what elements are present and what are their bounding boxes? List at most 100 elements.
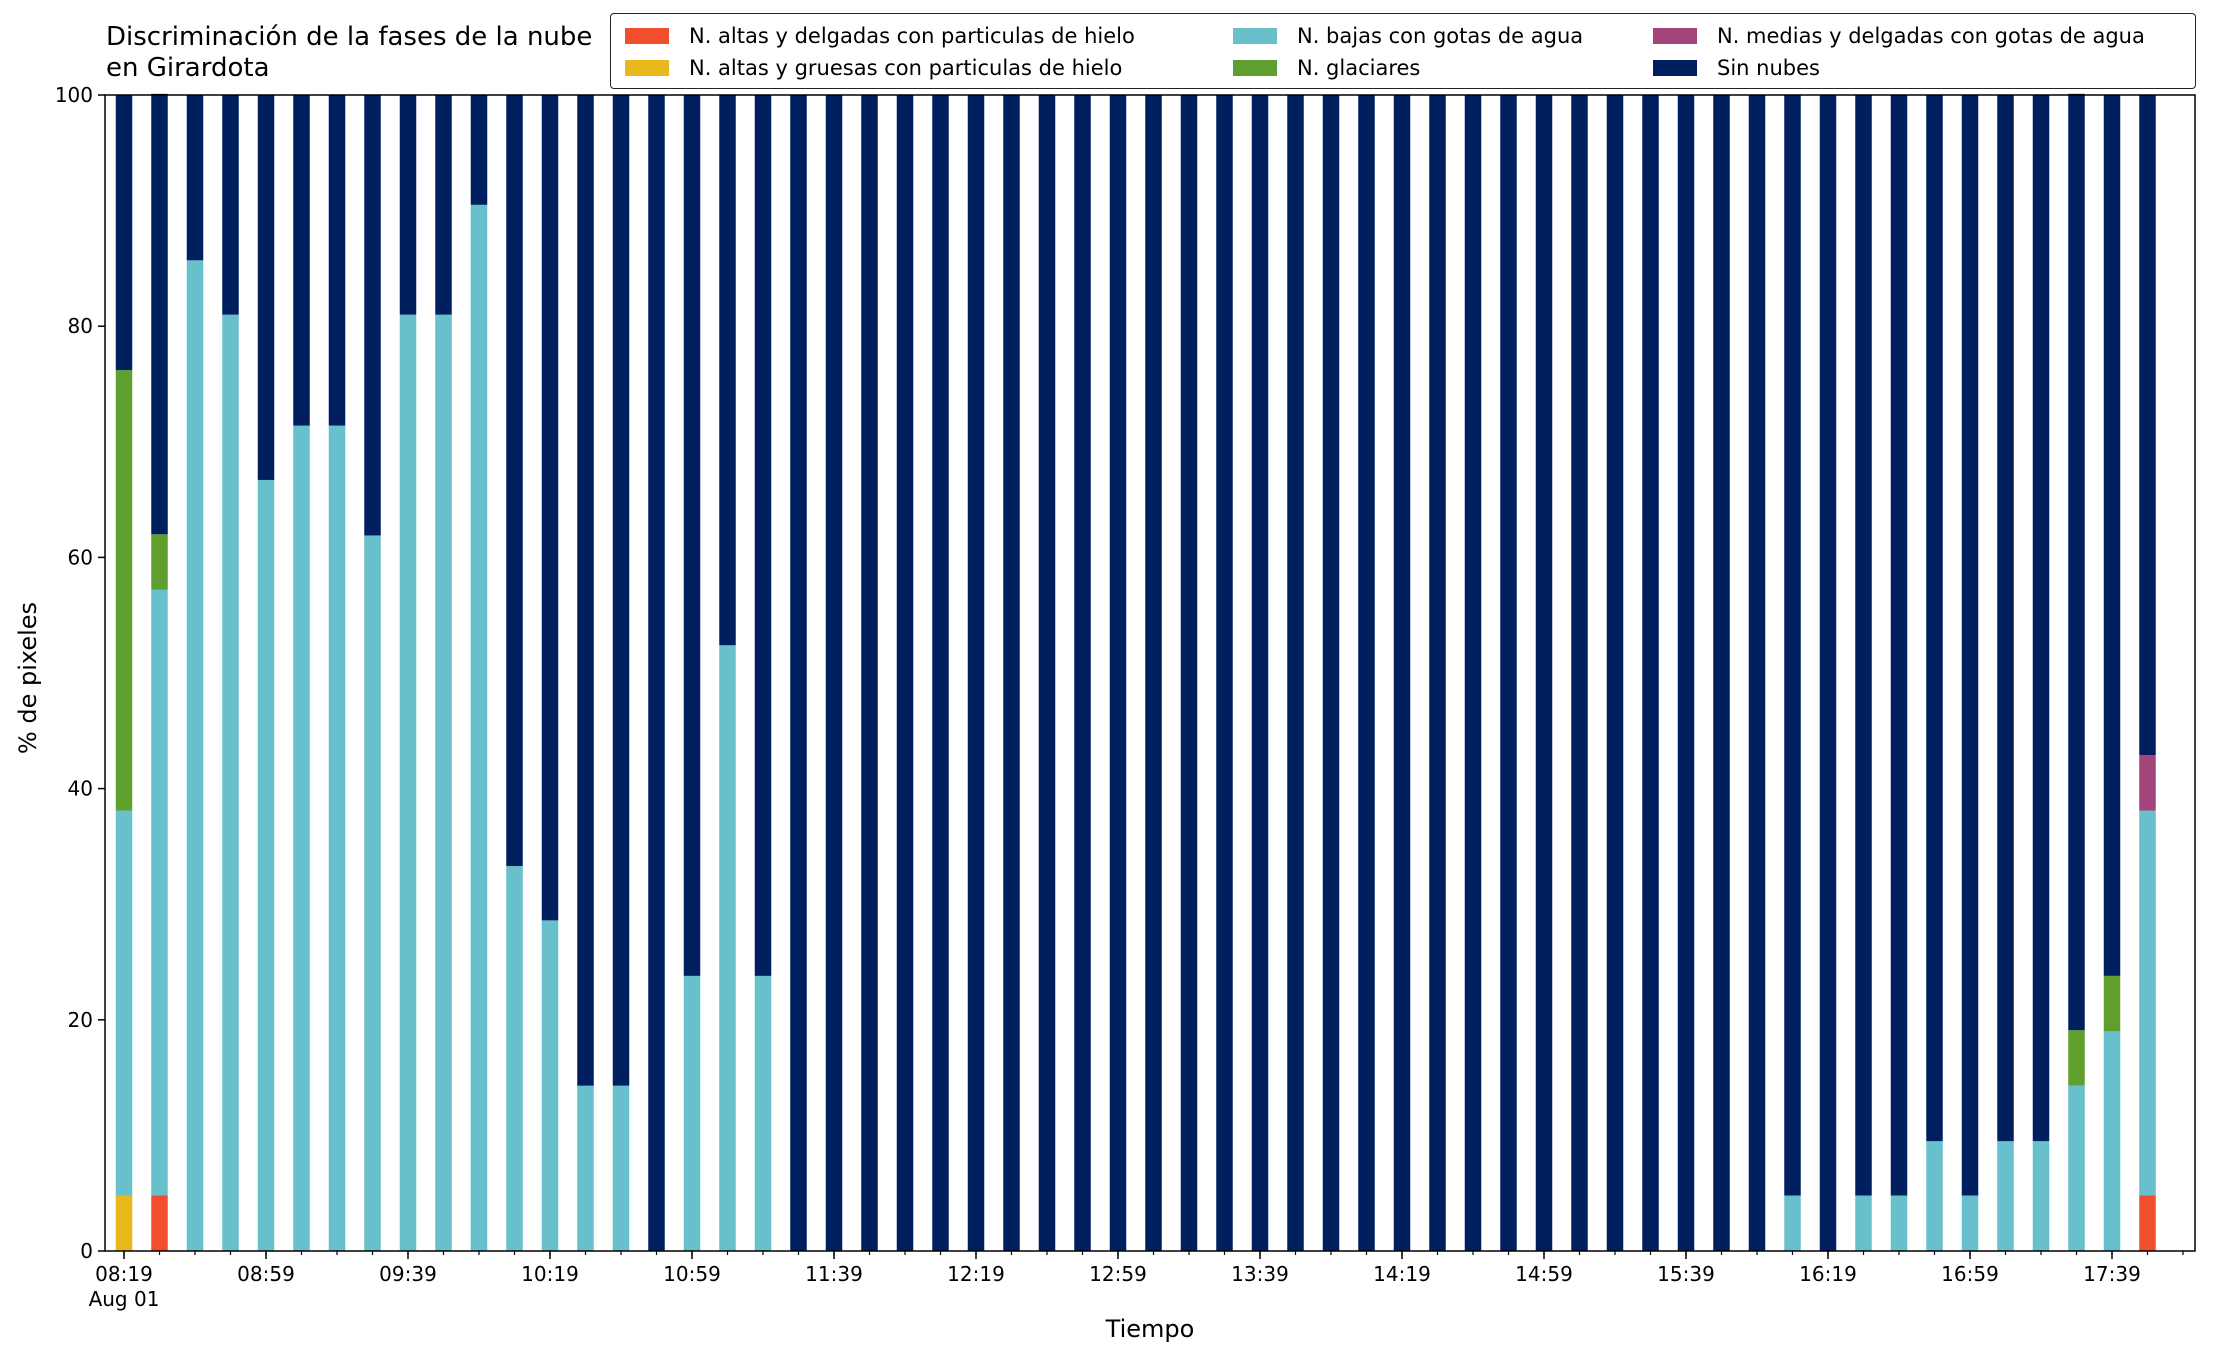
bar-segment	[790, 95, 807, 1251]
x-tick-label: 13:39	[1231, 1262, 1289, 1286]
legend-label: N. medias y delgadas con gotas de agua	[1717, 24, 2145, 48]
bar-segment	[1535, 95, 1553, 1251]
bar-segment	[2139, 810, 2156, 1196]
bar-segment	[1393, 95, 1411, 1251]
bar-segment	[1500, 95, 1517, 1251]
legend-swatch	[1653, 60, 1697, 76]
x-axis-title: Tiempo	[1105, 1315, 1195, 1343]
legend-item: Sin nubes	[1653, 54, 1820, 82]
y-tick-label: 100	[55, 83, 93, 107]
y-tick-label: 80	[68, 314, 93, 338]
legend-swatch	[625, 60, 669, 76]
bar-segment	[506, 866, 523, 1251]
bar-segment	[115, 810, 133, 1196]
bar-segment	[683, 975, 701, 1251]
bar-segment	[2103, 1031, 2121, 1251]
bar-segment	[2139, 1195, 2156, 1251]
legend-swatch	[625, 28, 669, 44]
plot-frame	[104, 94, 2196, 1252]
bar-segment	[1855, 95, 1872, 1196]
x-tick-label: 08:59	[237, 1262, 295, 1286]
bar-segment	[2068, 1030, 2085, 1086]
bar-segment	[506, 95, 523, 867]
bar-segment	[2103, 975, 2121, 1032]
bar-segment	[1180, 95, 1198, 1251]
legend-item: N. medias y delgadas con gotas de agua	[1653, 22, 2145, 50]
bar-segment	[1429, 95, 1446, 1251]
bar-segment	[435, 95, 452, 315]
bar-segment	[115, 95, 133, 371]
bar-segment	[541, 920, 559, 1251]
bar-segment	[364, 95, 381, 536]
y-ticks: 0 20 40 60 80 100	[55, 83, 105, 1263]
chart-legend: N. altas y delgadas con particulas de hi…	[610, 13, 2196, 89]
bar-segment	[1961, 1195, 1979, 1251]
bar-segment	[861, 95, 878, 1251]
bar-segment	[293, 95, 310, 426]
bar-segment	[612, 1085, 630, 1251]
bar-segment	[719, 95, 736, 646]
bar-segment	[1748, 95, 1766, 1251]
legend-swatch	[1233, 28, 1277, 44]
legend-item: N. glaciares	[1233, 54, 1420, 82]
bar-segment	[1322, 95, 1340, 1251]
bar-segment	[967, 95, 985, 1251]
bar-segment	[541, 95, 559, 921]
bars-group	[115, 93, 2156, 1251]
bar-segment	[1003, 95, 1020, 1251]
bar-segment	[399, 95, 417, 315]
bar-segment	[1926, 1141, 1943, 1251]
x-tick-label: 10:19	[521, 1262, 579, 1286]
x-tick-label: 08:19	[95, 1262, 153, 1286]
bar-segment	[1819, 95, 1837, 1251]
bar-segment	[1109, 95, 1127, 1251]
bar-segment	[1358, 95, 1375, 1251]
bar-segment	[257, 95, 275, 480]
bar-segment	[151, 589, 168, 1196]
bar-segment	[1642, 95, 1659, 1251]
y-axis-title: % de pixeles	[14, 601, 42, 755]
bar-segment	[435, 314, 452, 1251]
bar-segment	[151, 534, 168, 590]
bar-segment	[1997, 95, 2014, 1142]
y-tick-label: 0	[80, 1239, 93, 1263]
x-tick-label: 12:59	[1089, 1262, 1147, 1286]
bar-segment	[1926, 95, 1943, 1142]
bar-segment	[1855, 1195, 1872, 1251]
bar-segment	[186, 260, 204, 1251]
bar-segment	[1145, 95, 1162, 1251]
bar-segment	[754, 975, 772, 1251]
legend-label: N. glaciares	[1297, 56, 1421, 80]
chart-title: Discriminación de la fases de la nube en…	[106, 22, 593, 83]
bar-segment	[2068, 1085, 2085, 1251]
x-tick-label: 12:19	[947, 1262, 1005, 1286]
bar-segment	[470, 95, 488, 205]
bar-segment	[470, 204, 488, 1251]
bar-segment	[222, 95, 239, 315]
legend-item: N. altas y delgadas con particulas de hi…	[625, 22, 1135, 50]
bar-segment	[1997, 1141, 2014, 1251]
bar-segment	[151, 93, 168, 535]
bar-segment	[825, 95, 843, 1251]
bar-segment	[1287, 95, 1304, 1251]
bar-segment	[896, 95, 914, 1251]
bar-segment	[1038, 95, 1056, 1251]
y-tick-label: 40	[68, 777, 93, 801]
bar-segment	[2032, 95, 2050, 1142]
bar-segment	[1784, 1195, 1801, 1251]
x-tick-sublabel: Aug 01	[89, 1287, 160, 1311]
bar-segment	[1464, 95, 1482, 1251]
legend-label: N. altas y gruesas con particulas de hie…	[689, 56, 1123, 80]
bar-segment	[577, 1085, 594, 1251]
x-tick-label: 16:59	[1941, 1262, 1999, 1286]
legend-swatch	[1233, 60, 1277, 76]
bar-segment	[115, 370, 133, 811]
x-tick-label: 16:19	[1799, 1262, 1857, 1286]
bar-segment	[186, 95, 204, 261]
bar-segment	[2139, 95, 2156, 756]
bar-segment	[399, 314, 417, 1251]
bar-segment	[1713, 95, 1730, 1251]
bar-segment	[612, 95, 630, 1086]
